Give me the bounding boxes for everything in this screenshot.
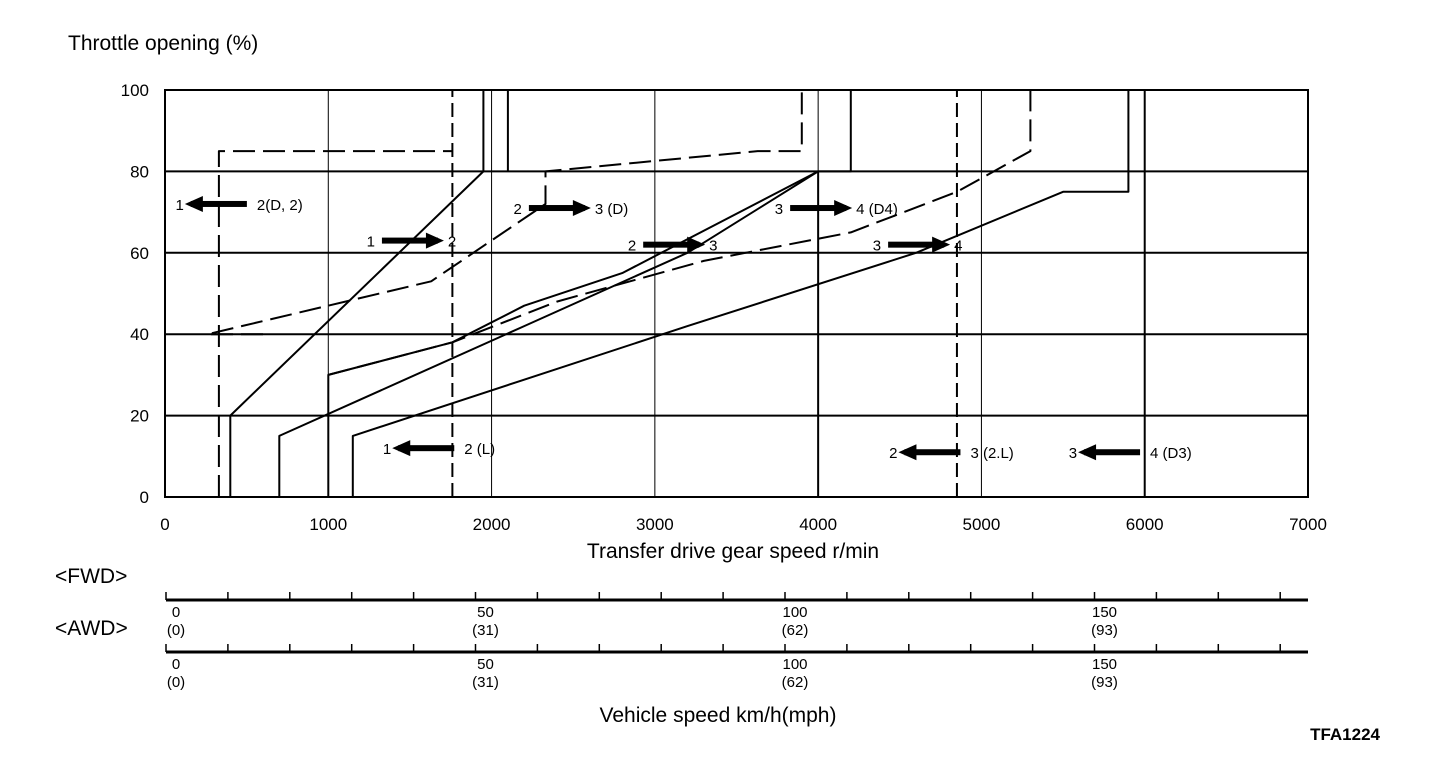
shift-annotation: 2 3 (2.L) <box>889 444 1014 462</box>
fwd-speed-scale: <FWD> 0(0) 50(31) 100(62) 150(93) <box>55 565 1308 639</box>
shift-from-label: 2 <box>514 201 522 218</box>
y-tick-label: 0 <box>140 488 149 507</box>
x-tick-label: 1000 <box>309 515 347 534</box>
shift-from-label: 3 <box>1069 445 1077 462</box>
vehicle-speed-scales: <FWD>0(0)50(31)100(62)150(93)<AWD>0(0)50… <box>55 565 1308 691</box>
shift-line <box>229 90 485 497</box>
x-tick-label: 6000 <box>1126 515 1164 534</box>
x-tick-label: 3000 <box>636 515 674 534</box>
x-tick-label: 0 <box>160 515 169 534</box>
x-tick-label: 4000 <box>799 515 837 534</box>
y-tick-label: 80 <box>130 162 149 181</box>
shift-arrow-shaft <box>398 445 455 452</box>
awd-kmh-label: 50 <box>477 656 494 673</box>
shift-from-label: 1 <box>383 441 391 458</box>
awd-mph-label: (31) <box>472 674 499 691</box>
shift-to-label: 3 (2.L) <box>970 445 1013 462</box>
shift-from-label: 3 <box>873 238 881 255</box>
y-tick-label: 60 <box>130 244 149 263</box>
shift-arrow-shaft <box>904 449 961 456</box>
shift-arrow-head <box>1078 444 1097 461</box>
shift-to-label: 2 <box>448 234 456 251</box>
shift-line <box>217 150 453 497</box>
shift-arrow-head <box>834 200 853 217</box>
shift-arrow-head <box>898 444 917 461</box>
fwd-mph-label: (62) <box>782 622 809 639</box>
shift-line <box>206 90 803 336</box>
shift-line <box>351 90 1130 497</box>
fwd-kmh-label: 150 <box>1092 604 1117 621</box>
x-tick-label: 5000 <box>963 515 1001 534</box>
x-tick-label: 2000 <box>473 515 511 534</box>
shift-to-label: 2 (L) <box>464 441 495 458</box>
shift-to-label: 4 <box>954 238 962 255</box>
fwd-mph-label: (0) <box>167 622 185 639</box>
shift-arrow-head <box>572 200 591 217</box>
awd-kmh-label: 150 <box>1092 656 1117 673</box>
shift-arrow-head <box>932 236 951 253</box>
plot-frame <box>164 89 1309 498</box>
shift-arrow-head <box>392 440 411 457</box>
awd-speed-scale: <AWD>0(0)50(31)100(62)150(93) <box>55 617 1308 691</box>
awd-kmh-label: 100 <box>782 656 807 673</box>
shift-from-label: 1 <box>176 197 184 214</box>
shift-arrow-head <box>687 236 706 253</box>
awd-mph-label: (0) <box>167 674 185 691</box>
shift-line <box>327 170 819 497</box>
shift-annotation: 2 3 (D) <box>514 200 628 218</box>
x-axis-title: Transfer drive gear speed r/min <box>587 540 879 563</box>
fwd-label: <FWD> <box>55 565 127 588</box>
shift-arrow-shaft <box>888 241 945 248</box>
shift-arrow-shaft <box>1084 449 1141 456</box>
shift-arrow-head <box>184 195 203 212</box>
awd-mph-label: (62) <box>782 674 809 691</box>
shift-arrow-shaft <box>643 241 700 248</box>
shift-line <box>328 90 1032 376</box>
shift-lines <box>206 90 1146 497</box>
shift-arrow-shaft <box>790 205 847 212</box>
vehicle-speed-title: Vehicle speed km/h(mph) <box>600 704 837 727</box>
shift-annotation: 3 4 (D4) <box>775 200 898 218</box>
shift-arrow-shaft <box>190 200 247 207</box>
y-tick-label: 40 <box>130 325 149 344</box>
shift-annotation: 3 4 (D3) <box>1069 444 1192 462</box>
shift-from-label: 1 <box>367 234 375 251</box>
shift-to-label: 4 (D4) <box>856 201 898 218</box>
shift-to-label: 3 <box>709 238 717 255</box>
fwd-kmh-label: 100 <box>782 604 807 621</box>
y-tick-label: 20 <box>130 407 149 426</box>
shift-annotations: 1 2(D, 2) 2 3 (D) 3 4 (D4)1 2 2 3 3 41 2 (L) 2 3 (2.L… <box>176 195 1192 462</box>
shift-from-label: 3 <box>775 201 783 218</box>
awd-label: <AWD> <box>55 617 128 640</box>
fwd-kmh-label: 50 <box>477 604 494 621</box>
y-tick-label: 100 <box>121 81 149 100</box>
shift-to-label: 3 (D) <box>595 201 628 218</box>
shift-annotation: 1 2 (L) <box>383 440 495 458</box>
shift-from-label: 2 <box>889 445 897 462</box>
shift-to-label: 4 (D3) <box>1150 445 1192 462</box>
fwd-mph-label: (93) <box>1091 622 1118 639</box>
shift-arrow-head <box>425 232 444 249</box>
fwd-mph-label: (31) <box>472 622 499 639</box>
shift-annotation: 1 2(D, 2) <box>176 195 303 214</box>
shift-arrow-shaft <box>381 237 438 244</box>
x-tick-label: 7000 <box>1289 515 1327 534</box>
awd-mph-label: (93) <box>1091 674 1118 691</box>
shift-from-label: 2 <box>628 238 636 255</box>
shift-to-label: 2(D, 2) <box>257 197 303 214</box>
y-axis-title: Throttle opening (%) <box>68 32 258 55</box>
fwd-kmh-label: 0 <box>172 604 180 621</box>
figure-code: TFA1224 <box>1310 725 1380 744</box>
shift-arrow-shaft <box>528 205 585 212</box>
shift-line <box>278 90 852 497</box>
awd-kmh-label: 0 <box>172 656 180 673</box>
